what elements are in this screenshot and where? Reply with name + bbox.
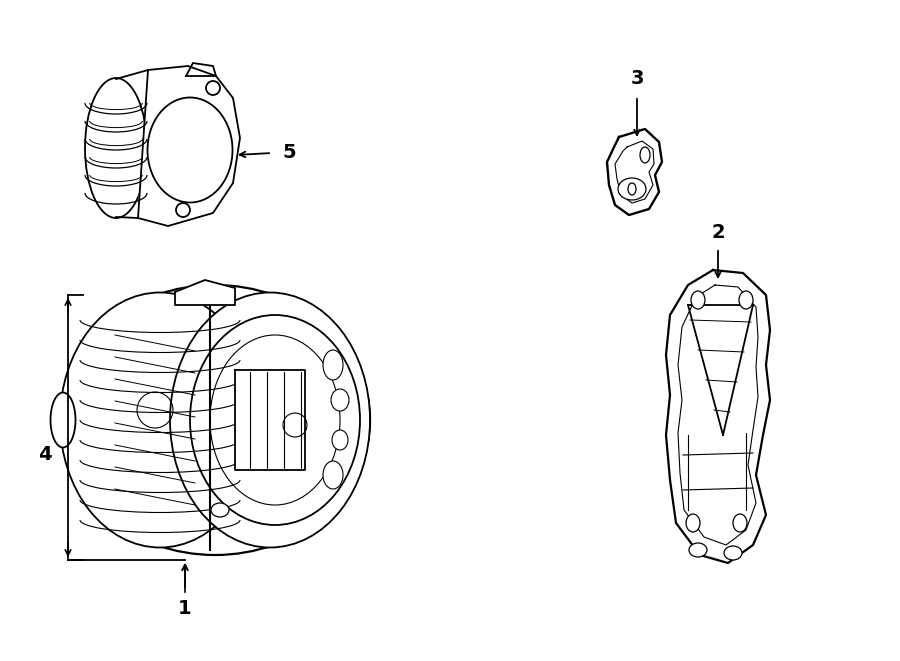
Polygon shape bbox=[186, 63, 216, 76]
Ellipse shape bbox=[618, 178, 646, 200]
Ellipse shape bbox=[85, 78, 147, 218]
Circle shape bbox=[206, 81, 220, 95]
Ellipse shape bbox=[60, 285, 370, 555]
Ellipse shape bbox=[331, 389, 349, 411]
Ellipse shape bbox=[724, 546, 742, 560]
Ellipse shape bbox=[190, 315, 360, 525]
Text: 4: 4 bbox=[38, 446, 52, 465]
Ellipse shape bbox=[50, 393, 76, 447]
Ellipse shape bbox=[148, 98, 232, 202]
Ellipse shape bbox=[691, 291, 705, 309]
Text: 1: 1 bbox=[178, 598, 192, 617]
Ellipse shape bbox=[332, 430, 348, 450]
Polygon shape bbox=[175, 280, 235, 305]
Polygon shape bbox=[607, 129, 662, 215]
Ellipse shape bbox=[686, 514, 700, 532]
Ellipse shape bbox=[60, 293, 260, 547]
Ellipse shape bbox=[323, 461, 343, 489]
Text: 2: 2 bbox=[711, 223, 724, 241]
Circle shape bbox=[176, 203, 190, 217]
Text: 3: 3 bbox=[630, 69, 644, 87]
Polygon shape bbox=[138, 66, 240, 226]
Ellipse shape bbox=[170, 293, 370, 547]
Ellipse shape bbox=[739, 291, 753, 309]
Polygon shape bbox=[666, 270, 770, 563]
Polygon shape bbox=[235, 370, 305, 470]
Ellipse shape bbox=[733, 514, 747, 532]
Ellipse shape bbox=[628, 183, 636, 195]
Ellipse shape bbox=[689, 543, 707, 557]
Ellipse shape bbox=[323, 350, 343, 380]
Text: 5: 5 bbox=[282, 143, 295, 161]
Ellipse shape bbox=[211, 503, 229, 517]
Ellipse shape bbox=[640, 147, 650, 163]
